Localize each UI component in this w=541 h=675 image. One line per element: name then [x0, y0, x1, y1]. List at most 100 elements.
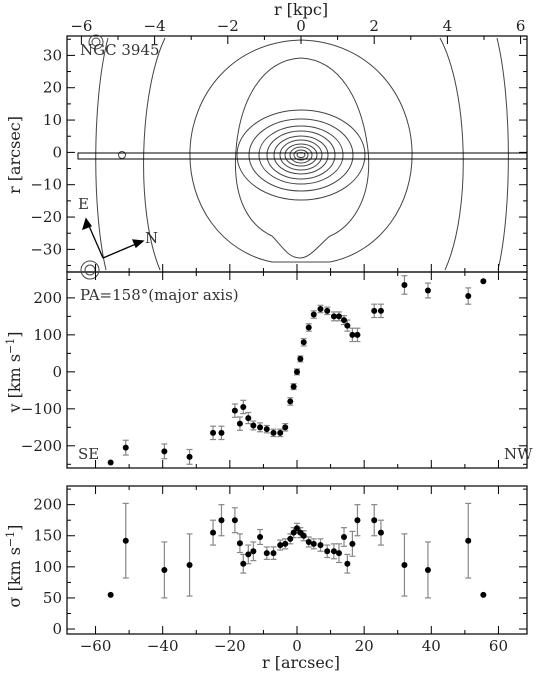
top-tick-label: 2 — [369, 17, 379, 35]
data-point — [344, 322, 351, 329]
data-point — [305, 538, 312, 545]
data-point — [354, 331, 361, 338]
y-tick-label: 100 — [33, 558, 62, 576]
isophote — [189, 39, 413, 263]
data-point — [107, 459, 114, 466]
data-point — [465, 537, 472, 544]
x-axis-label: r [arcsec] — [262, 653, 340, 672]
velocity-y-axis-label: v [km s−1] — [4, 332, 24, 414]
data-point — [122, 444, 129, 451]
data-point — [122, 537, 129, 544]
data-point — [107, 591, 114, 598]
data-point — [282, 540, 289, 547]
data-point — [240, 403, 247, 410]
data-point — [354, 517, 361, 524]
y-tick-label: 0 — [52, 363, 62, 381]
inner-isophote — [289, 146, 313, 164]
data-point — [294, 525, 300, 532]
data-point — [231, 407, 238, 414]
data-point — [257, 424, 264, 431]
data-point — [377, 529, 384, 536]
data-point — [310, 540, 317, 547]
y-tick-label: 20 — [43, 79, 62, 97]
se-label: SE — [78, 445, 99, 463]
data-point — [401, 281, 408, 288]
data-point — [282, 424, 289, 431]
data-point — [161, 448, 168, 455]
data-point — [335, 550, 342, 557]
x-tick-label: 40 — [422, 637, 441, 655]
y-tick-label: 100 — [33, 326, 62, 344]
inner-isophote — [266, 130, 336, 180]
y-tick-label: 0 — [52, 143, 62, 161]
data-point — [330, 548, 337, 555]
data-point — [317, 305, 324, 312]
top-tick-label: −6 — [70, 17, 92, 35]
inner-isophote — [273, 135, 329, 175]
y-tick-label: −30 — [30, 240, 62, 258]
data-point — [341, 533, 348, 540]
y-tick-label: 0 — [52, 620, 62, 638]
inner-isophote — [258, 125, 344, 185]
data-point — [401, 561, 408, 568]
data-point — [297, 355, 304, 362]
top-tick-label: 0 — [296, 17, 306, 35]
data-point — [290, 383, 297, 390]
inner-isophote — [279, 139, 323, 171]
outer-isophote — [143, 37, 464, 271]
data-point — [250, 548, 257, 555]
data-point — [341, 317, 348, 324]
data-point — [250, 422, 257, 429]
data-point — [186, 453, 193, 460]
x-tick-label: −20 — [214, 637, 246, 655]
data-point — [270, 550, 277, 557]
inner-isophote — [284, 143, 318, 167]
top-tick-label: 6 — [516, 17, 526, 35]
data-point — [300, 339, 307, 346]
data-point — [465, 293, 472, 300]
y-tick-label: 50 — [43, 589, 62, 607]
star-marker — [84, 264, 96, 276]
star-marker — [80, 260, 100, 280]
y-tick-label: 200 — [33, 496, 62, 514]
x-tick-label: −60 — [80, 637, 112, 655]
image-y-axis-label: r [arcsec] — [5, 116, 24, 194]
inner-isophote — [236, 109, 366, 201]
position-angle-label: PA=158°(major axis) — [80, 286, 239, 304]
data-point — [480, 278, 487, 285]
galaxy-name-label: NGC 3945 — [80, 41, 160, 59]
compass-east-label: E — [78, 195, 89, 213]
panel-frame-3 — [66, 485, 528, 635]
data-point — [335, 313, 342, 320]
data-point — [324, 307, 331, 314]
compass-arrows — [82, 217, 145, 259]
x-tick-label: 0 — [292, 637, 302, 655]
x-tick-label: 60 — [489, 637, 508, 655]
y-tick-label: 200 — [33, 289, 62, 307]
isophote-contours — [80, 34, 509, 280]
slit-rectangle — [77, 152, 528, 160]
data-point — [231, 517, 238, 524]
data-point — [349, 540, 356, 547]
data-point — [263, 550, 270, 557]
top-tick-label: −2 — [217, 17, 239, 35]
data-point — [287, 398, 294, 405]
data-point — [161, 566, 168, 573]
data-point — [186, 561, 193, 568]
y-tick-label: 10 — [43, 111, 62, 129]
data-point — [218, 429, 225, 436]
star-marker — [91, 37, 101, 47]
data-point — [377, 307, 384, 314]
data-point — [210, 529, 217, 536]
nw-label: NW — [504, 445, 533, 463]
data-point — [317, 542, 324, 549]
inner-isophote — [248, 118, 354, 192]
top-axis-label: r [kpc] — [274, 0, 328, 19]
top-tick-label: −4 — [144, 17, 166, 35]
data-point — [218, 517, 225, 524]
data-point — [270, 429, 277, 436]
data-point — [245, 551, 252, 558]
data-point — [344, 560, 351, 567]
x-tick-label: 20 — [355, 637, 374, 655]
